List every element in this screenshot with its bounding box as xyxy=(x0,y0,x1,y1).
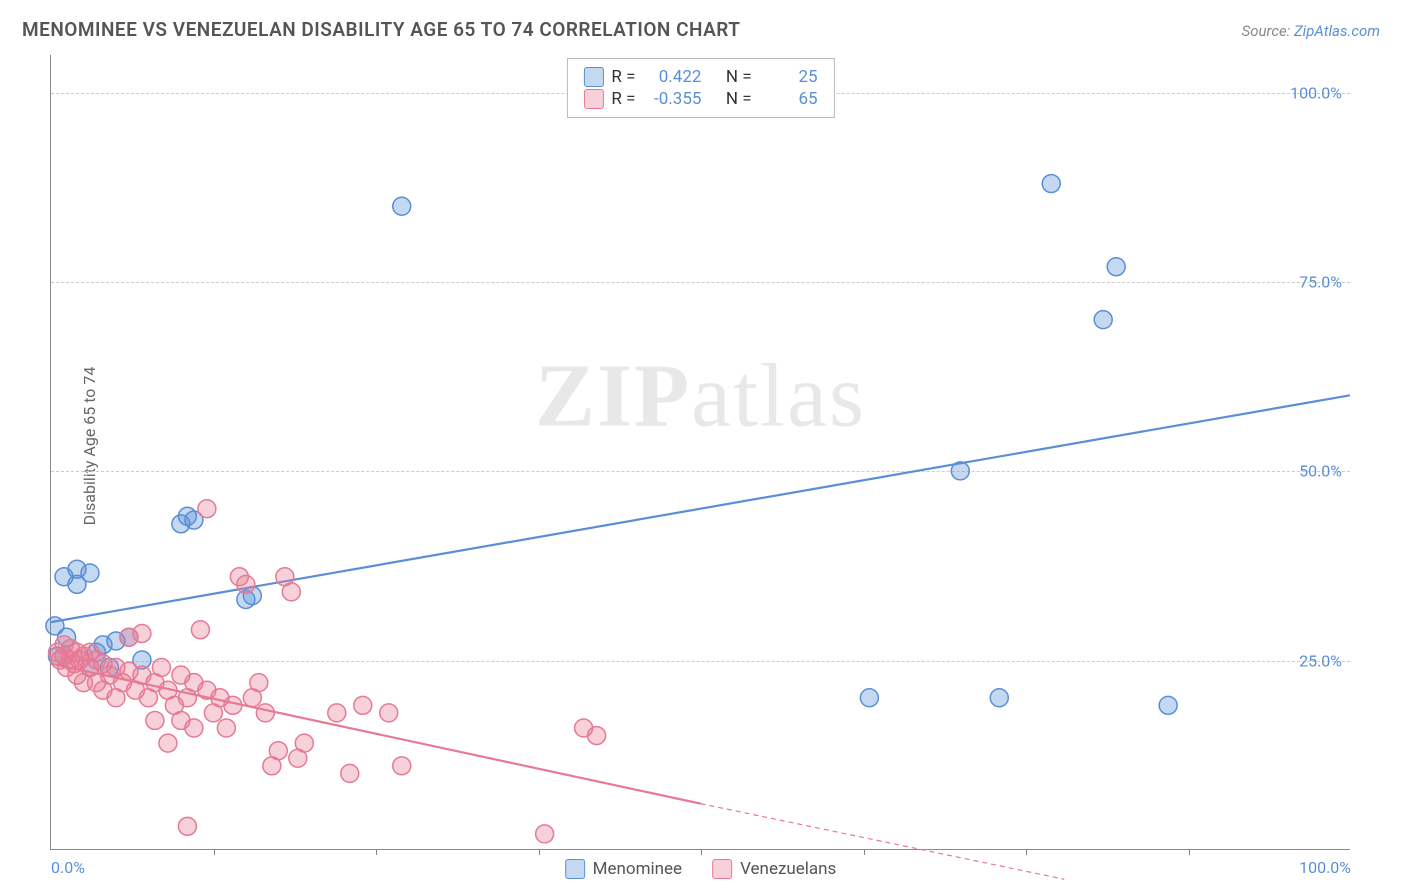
data-point xyxy=(282,583,300,601)
chart-title: MENOMINEE VS VENEZUELAN DISABILITY AGE 6… xyxy=(22,18,740,41)
r-value-0: 0.422 xyxy=(643,67,701,87)
data-point xyxy=(1042,175,1060,193)
data-point xyxy=(860,689,878,707)
data-point xyxy=(185,719,203,737)
data-point xyxy=(536,825,554,843)
data-point xyxy=(152,659,170,677)
n-value-0: 25 xyxy=(760,67,818,87)
x-tick-mark xyxy=(1026,849,1027,855)
data-point xyxy=(191,621,209,639)
data-point xyxy=(1107,258,1125,276)
plot-svg xyxy=(51,55,1350,849)
data-point xyxy=(217,719,235,737)
r-label: R = xyxy=(611,67,635,87)
source-prefix: Source: xyxy=(1242,22,1294,40)
legend-label-menominee: Menominee xyxy=(593,859,682,879)
plot-area: ZIPatlas R = 0.422 N = 25 R = -0.355 N =… xyxy=(50,55,1350,850)
data-point xyxy=(393,757,411,775)
data-point xyxy=(146,711,164,729)
legend-label-venezuelans: Venezuelans xyxy=(740,859,836,879)
n-value-1: 65 xyxy=(760,89,818,109)
data-point xyxy=(133,624,151,642)
data-point xyxy=(159,734,177,752)
legend-item-menominee: Menominee xyxy=(565,859,682,879)
data-point xyxy=(1159,696,1177,714)
data-point xyxy=(990,689,1008,707)
data-point xyxy=(269,742,287,760)
data-point xyxy=(237,575,255,593)
x-tick-mark xyxy=(539,849,540,855)
x-tick-mark xyxy=(376,849,377,855)
data-point xyxy=(198,500,216,518)
r-value-1: -0.355 xyxy=(643,89,701,109)
x-tick-mark xyxy=(701,849,702,855)
data-point xyxy=(256,704,274,722)
data-point xyxy=(81,564,99,582)
x-tick-mark xyxy=(1189,849,1190,855)
x-tick-mark xyxy=(864,849,865,855)
data-point xyxy=(178,817,196,835)
swatch-venezuelans xyxy=(583,89,603,109)
x-tick-label: 0.0% xyxy=(51,858,85,877)
r-label: R = xyxy=(611,89,635,109)
n-label: N = xyxy=(726,89,752,109)
data-point xyxy=(328,704,346,722)
n-label: N = xyxy=(726,67,752,87)
legend-series: Menominee Venezuelans xyxy=(565,859,837,879)
legend-stats: R = 0.422 N = 25 R = -0.355 N = 65 xyxy=(566,58,834,118)
x-tick-label: 100.0% xyxy=(1299,858,1351,877)
legend-stats-row: R = 0.422 N = 25 xyxy=(583,67,817,87)
swatch-menominee xyxy=(565,859,585,879)
data-point xyxy=(380,704,398,722)
data-point xyxy=(250,674,268,692)
data-point xyxy=(1094,311,1112,329)
data-point xyxy=(393,197,411,215)
legend-stats-row: R = -0.355 N = 65 xyxy=(583,89,817,109)
x-tick-mark xyxy=(214,849,215,855)
source-link[interactable]: ZipAtlas.com xyxy=(1294,22,1380,40)
data-point xyxy=(588,727,606,745)
data-point xyxy=(341,764,359,782)
source-attribution: Source: ZipAtlas.com xyxy=(1242,22,1380,40)
chart-container: MENOMINEE VS VENEZUELAN DISABILITY AGE 6… xyxy=(0,0,1406,892)
data-point xyxy=(295,734,313,752)
data-point xyxy=(354,696,372,714)
swatch-menominee xyxy=(583,67,603,87)
legend-item-venezuelans: Venezuelans xyxy=(712,859,836,879)
swatch-venezuelans xyxy=(712,859,732,879)
